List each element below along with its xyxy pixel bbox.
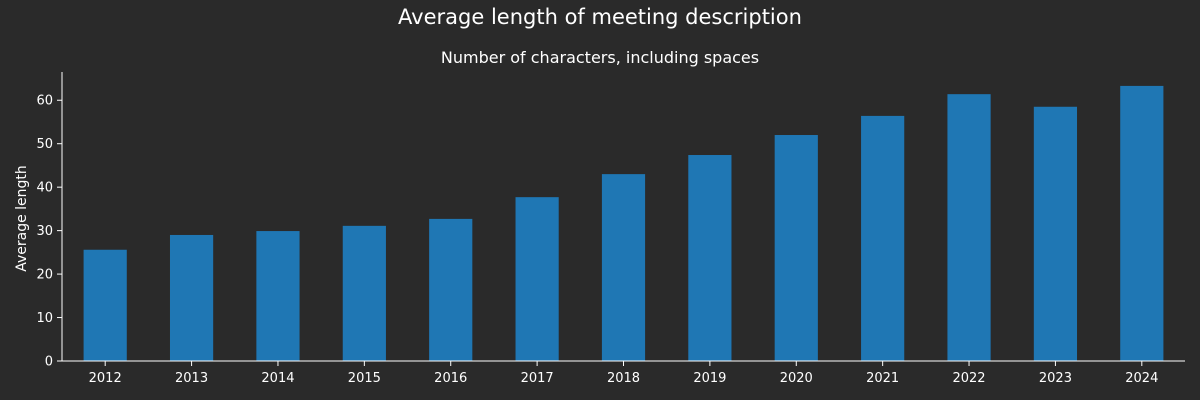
y-axis: 0 10 20 30 40 50 60 (36, 72, 63, 370)
x-tick-label-2024: 2024 (1125, 371, 1158, 386)
x-tick-label-2022: 2022 (952, 371, 985, 386)
bar-2021 (861, 115, 905, 361)
y-tick-label-20: 20 (36, 268, 53, 283)
x-tick-label-2012: 2012 (89, 371, 122, 386)
bar-2020 (774, 135, 818, 361)
bar-2024 (1120, 85, 1164, 361)
bar-2012 (83, 249, 127, 361)
chart-title: Average length of meeting description (398, 5, 802, 29)
y-tick-label-30: 30 (36, 224, 53, 239)
x-tick-label-2023: 2023 (1039, 371, 1072, 386)
bar-2018 (601, 174, 646, 361)
bar-2023 (1033, 106, 1078, 362)
bar-2019 (688, 155, 732, 361)
bar-2015 (342, 225, 386, 361)
y-tick-label-60: 60 (36, 94, 53, 109)
x-tick-label-2021: 2021 (866, 371, 899, 386)
x-axis: 2012 2013 2014 2015 2016 2017 2018 2019 2020 2021… (62, 360, 1185, 386)
bar-2014 (256, 231, 300, 361)
y-tick-label-10: 10 (36, 311, 53, 326)
x-tick-label-2020: 2020 (780, 371, 813, 386)
y-tick-label-50: 50 (36, 137, 53, 152)
x-tick-label-2019: 2019 (693, 371, 726, 386)
bars-group (83, 85, 1164, 362)
bar-2017 (515, 197, 559, 361)
x-tick-label-2013: 2013 (175, 371, 208, 386)
bar-2022 (947, 94, 991, 361)
bar-2016 (429, 218, 473, 361)
y-tick-label-40: 40 (36, 181, 53, 196)
chart-subtitle: Number of characters, including spaces (440, 48, 760, 67)
x-tick-label-2015: 2015 (348, 371, 381, 386)
x-tick-label-2014: 2014 (261, 371, 294, 386)
x-tick-label-2018: 2018 (607, 371, 640, 386)
x-tick-label-2016: 2016 (434, 371, 467, 386)
bar-2013 (169, 234, 214, 361)
y-axis-label: Average length (14, 165, 30, 272)
x-tick-label-2017: 2017 (521, 371, 554, 386)
y-tick-label-0: 0 (45, 355, 53, 370)
